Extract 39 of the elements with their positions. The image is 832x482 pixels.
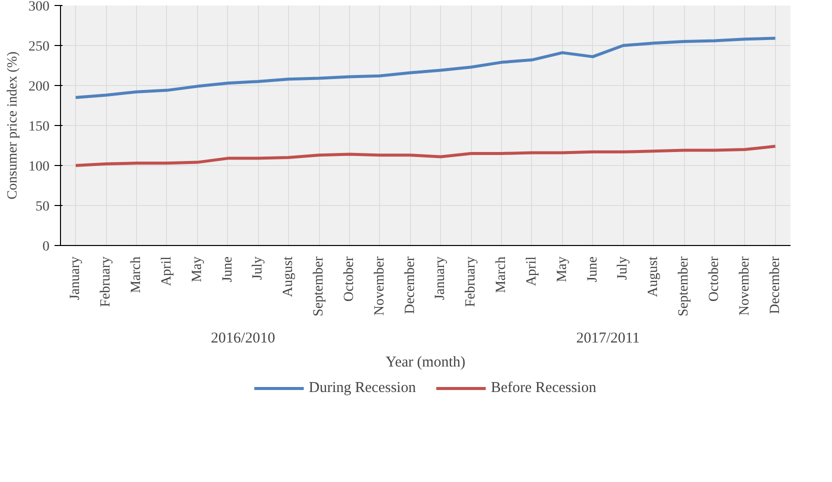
x-tick-label: March bbox=[494, 256, 510, 294]
x-tick-label: October bbox=[342, 256, 357, 302]
y-tick-label: 300 bbox=[28, 0, 50, 14]
y-axis-title: Consumer price index (%) bbox=[6, 51, 20, 200]
legend-label: Before Recession bbox=[490, 380, 596, 396]
x-tick-label: June bbox=[585, 256, 600, 282]
x-tick-label: May bbox=[190, 256, 205, 282]
x-tick-label: September bbox=[676, 256, 692, 316]
x-tick-label: July bbox=[616, 256, 631, 280]
x-tick-label: May bbox=[554, 256, 570, 282]
x-tick-label: April bbox=[524, 256, 540, 286]
y-tick-label: 0 bbox=[42, 240, 50, 254]
x-axis-title: Year (month) bbox=[386, 354, 466, 370]
y-tick-label: 200 bbox=[28, 80, 50, 94]
legend-label: During Recession bbox=[308, 380, 416, 396]
text: 2016/2010 bbox=[210, 330, 276, 346]
x-tick-label: August bbox=[281, 256, 296, 297]
x-tick-label: February bbox=[98, 256, 114, 308]
line-series bbox=[74, 144, 777, 167]
y-tick-label: 100 bbox=[28, 160, 50, 174]
x-tick-label: July bbox=[250, 256, 266, 280]
text: 2017/2011 bbox=[576, 330, 640, 346]
y-tick-label: 150 bbox=[28, 120, 50, 134]
y-tick-label: 50 bbox=[36, 200, 50, 214]
x-tick-label: February bbox=[464, 256, 479, 308]
x-tick-label: June bbox=[220, 256, 236, 282]
x-tick-label: December bbox=[768, 256, 783, 314]
x-tick-label: October bbox=[706, 256, 722, 302]
x-tick-label: April bbox=[159, 256, 174, 286]
x-tick-label: November bbox=[737, 256, 752, 316]
x-tick-label: December bbox=[402, 256, 418, 314]
x-tick-label: March bbox=[129, 256, 144, 294]
x-tick-label: September bbox=[312, 256, 327, 316]
line-series bbox=[74, 36, 777, 99]
x-tick-label: January bbox=[433, 256, 448, 300]
y-tick-label: 250 bbox=[28, 40, 50, 54]
x-tick-label: November bbox=[372, 256, 388, 316]
x-tick-label: January bbox=[68, 256, 84, 300]
x-tick-label: August bbox=[646, 256, 662, 297]
